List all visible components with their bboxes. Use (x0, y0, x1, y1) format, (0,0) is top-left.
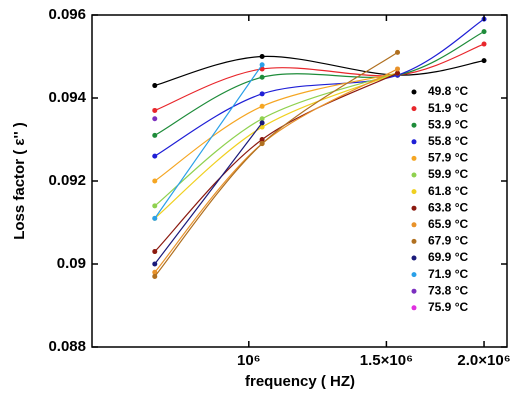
legend-marker (411, 122, 417, 128)
y-tick-label: 0.092 (48, 172, 86, 189)
series-line (154, 18, 485, 157)
series-line (154, 122, 263, 265)
data-point (395, 66, 401, 72)
legend-label: 67.9 °C (428, 234, 468, 248)
data-point (152, 83, 158, 89)
data-point (259, 124, 265, 130)
legend-marker (411, 106, 417, 112)
legend-marker (411, 89, 417, 95)
legend-label: 61.8 °C (428, 184, 468, 198)
legend-marker (411, 222, 417, 228)
x-axis-label: frequency ( HZ) (245, 373, 355, 390)
data-point (152, 116, 158, 122)
legend-label: 59.9 °C (428, 167, 468, 181)
data-point (259, 116, 265, 122)
data-point (259, 103, 265, 109)
legend-label: 55.8 °C (428, 134, 468, 148)
legend-label: 69.9 °C (428, 250, 468, 264)
legend-label: 71.9 °C (428, 267, 468, 281)
x-tick-label: 2.0×10⁶ (457, 352, 510, 369)
y-tick-label: 0.088 (48, 338, 86, 355)
series-line (154, 68, 398, 273)
x-tick-label: 10⁶ (237, 352, 261, 369)
data-point (259, 54, 265, 59)
legend-marker (411, 172, 417, 178)
legend-label: 49.8 °C (428, 84, 468, 98)
data-point (395, 70, 401, 76)
legend-marker (411, 255, 417, 261)
legend-label: 63.8 °C (428, 200, 468, 214)
y-tick-label: 0.096 (48, 6, 86, 23)
series-line (154, 55, 485, 87)
series-line (154, 43, 485, 112)
legend-label: 57.9 °C (428, 151, 468, 165)
data-point (259, 66, 265, 72)
data-point (152, 178, 158, 184)
data-point (152, 249, 158, 255)
legend-marker (411, 272, 417, 278)
legend-marker (411, 189, 417, 195)
data-point (152, 132, 158, 138)
data-point (152, 261, 158, 267)
legend-label: 51.9 °C (428, 101, 468, 115)
data-point (395, 49, 401, 55)
data-point (259, 74, 265, 80)
data-point (152, 215, 158, 221)
legend-label: 53.9 °C (428, 117, 468, 131)
y-tick-label: 0.094 (48, 89, 86, 106)
data-point (152, 107, 158, 113)
y-tick-label: 0.09 (57, 255, 86, 272)
y-axis-label: Loss factor ( ε'' ) (11, 122, 28, 240)
legend-marker (411, 238, 417, 244)
data-point (259, 91, 265, 97)
data-point (259, 137, 265, 142)
series-line (154, 72, 398, 219)
data-point (481, 29, 487, 35)
legend-marker (411, 155, 417, 161)
legend-marker (411, 205, 417, 211)
data-point (259, 141, 265, 147)
plot-area (152, 16, 487, 279)
x-tick-label: 1.5×10⁶ (360, 352, 413, 369)
data-point (152, 153, 158, 159)
series-line (154, 64, 263, 219)
data-point (152, 203, 158, 209)
data-point (481, 58, 487, 64)
data-point (259, 120, 265, 126)
data-point (152, 269, 158, 275)
legend-label: 65.9 °C (428, 217, 468, 231)
data-point (152, 273, 158, 279)
legend-marker (411, 288, 417, 294)
legend-label: 73.8 °C (428, 283, 468, 297)
data-point (259, 62, 265, 68)
legend-marker (411, 139, 417, 145)
series-line (154, 31, 485, 136)
data-point (481, 41, 487, 47)
legend-marker (411, 305, 417, 311)
legend-label: 75.9 °C (428, 300, 468, 314)
